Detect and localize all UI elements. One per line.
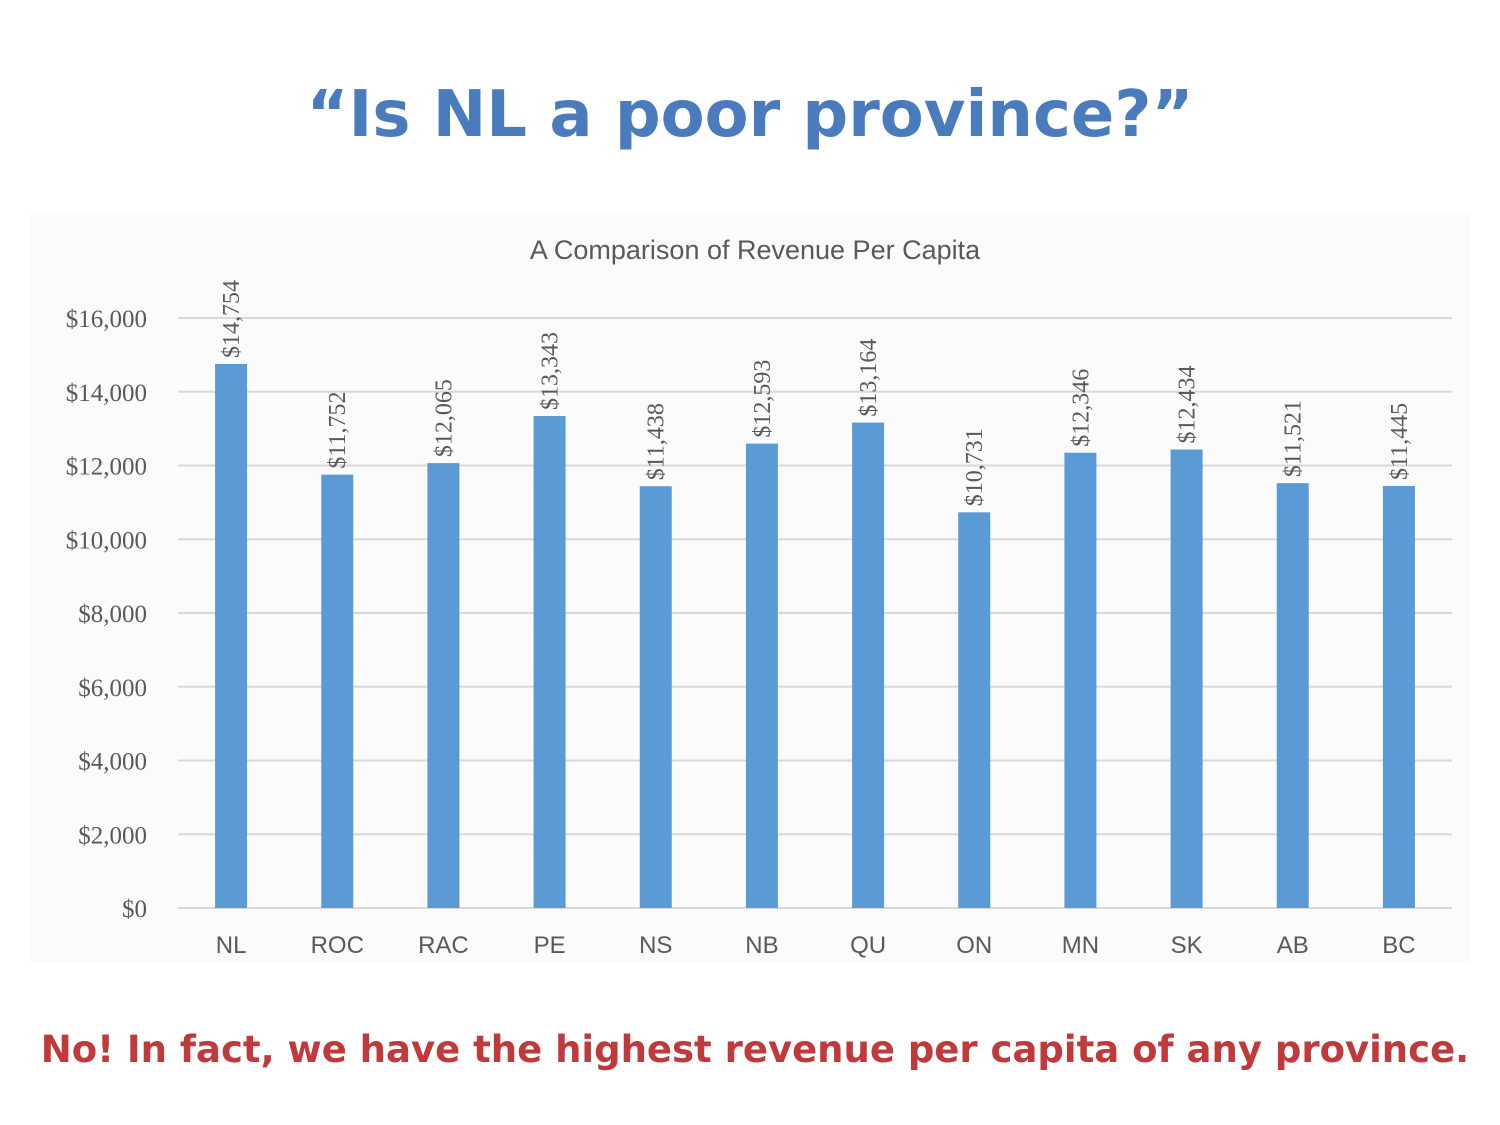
data-label: $10,731 [962, 428, 988, 506]
bar-rac [427, 463, 460, 908]
x-axis-labels: NL ROC RAC PE NS NB QU ON MN SK AB BC [216, 932, 1416, 959]
data-label: $12,593 [750, 360, 776, 438]
y-tick-label: $6,000 [78, 675, 147, 702]
y-tick-label: $0 [122, 896, 147, 923]
data-label: $12,346 [1068, 369, 1094, 447]
data-label: $12,065 [431, 379, 457, 457]
y-tick-label: $14,000 [66, 380, 147, 407]
x-tick-label: NL [216, 932, 247, 959]
y-tick-label: $2,000 [78, 822, 147, 849]
bar-mn [1064, 452, 1097, 908]
bar-pe [533, 415, 566, 908]
slide-title: “Is NL a poor province?” [306, 78, 1194, 152]
slide-footnote: No! In fact, we have the highest revenue… [40, 1028, 1470, 1071]
chart-svg: A Comparison of Revenue Per Capita $0 $2,… [66, 235, 1452, 959]
y-axis-labels: $0 $2,000 $4,000 $6,000 $8,000 $10,000 $12,000… [66, 306, 147, 923]
y-tick-label: $10,000 [66, 527, 147, 554]
data-label: $12,434 [1175, 365, 1201, 443]
y-tick-label: $16,000 [66, 306, 147, 333]
bar-ab [1276, 483, 1309, 908]
bar-on [958, 512, 991, 908]
x-tick-label: MN [1062, 932, 1099, 959]
bar-qu [852, 422, 885, 908]
chart-title: A Comparison of Revenue Per Capita [530, 235, 981, 265]
x-tick-label: AB [1277, 932, 1309, 959]
x-tick-label: NB [745, 932, 778, 959]
y-tick-label: $8,000 [78, 601, 147, 628]
x-tick-label: PE [534, 932, 566, 959]
bar-roc [321, 474, 354, 908]
x-tick-label: ROC [311, 932, 364, 959]
data-label: $11,521 [1281, 400, 1307, 477]
bar-nl [215, 363, 248, 908]
bars [215, 363, 1415, 908]
bar-bc [1382, 485, 1415, 908]
grid-lines [178, 317, 1452, 909]
data-label: $11,438 [644, 403, 670, 480]
data-labels: $14,754 $11,752 $12,065 $13,343 $11,438 $12,5… [219, 280, 1413, 506]
data-label: $11,752 [325, 392, 351, 469]
bar-nb [745, 443, 778, 908]
data-label: $13,164 [856, 339, 882, 417]
x-tick-label: QU [850, 932, 886, 959]
bar-ns [639, 486, 672, 908]
x-tick-label: RAC [418, 932, 469, 959]
x-tick-label: ON [956, 932, 992, 959]
y-tick-label: $4,000 [78, 749, 147, 776]
x-tick-label: BC [1382, 932, 1415, 959]
data-label: $11,445 [1387, 403, 1413, 480]
data-label: $14,754 [219, 280, 245, 358]
revenue-chart: A Comparison of Revenue Per Capita $0 $2,… [30, 212, 1470, 962]
bar-sk [1170, 449, 1203, 908]
y-tick-label: $12,000 [66, 454, 147, 481]
data-label: $13,343 [538, 332, 564, 410]
x-tick-label: SK [1171, 932, 1203, 959]
x-tick-label: NS [639, 932, 672, 959]
